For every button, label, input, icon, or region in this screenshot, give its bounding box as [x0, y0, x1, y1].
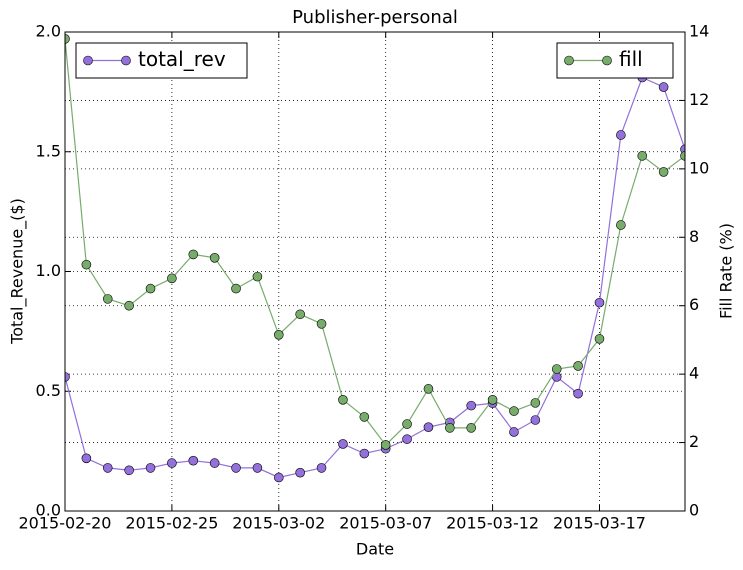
marker: [402, 419, 412, 429]
marker: [423, 384, 434, 394]
marker: [637, 151, 648, 161]
marker: [252, 463, 263, 473]
legend: total_rev: [75, 42, 248, 79]
marker: [338, 439, 348, 449]
marker: [530, 398, 541, 408]
marker: [316, 463, 327, 473]
y-tick-label: 1.0: [36, 261, 61, 280]
legend-marker: [121, 55, 131, 66]
x-axis-label: Date: [356, 540, 394, 559]
marker: [188, 455, 199, 466]
marker: [124, 465, 134, 476]
y-axis-label: Total_Revenue_($): [8, 198, 28, 345]
legend-label: fill: [619, 47, 643, 71]
marker: [509, 406, 519, 416]
marker: [594, 297, 605, 308]
marker: [530, 415, 541, 425]
y2-tick-label: 10: [689, 158, 709, 177]
x-tick-label: 2015-03-07: [339, 514, 432, 533]
marker: [616, 130, 626, 140]
marker: [81, 453, 92, 464]
marker: [316, 319, 327, 329]
marker: [380, 440, 391, 450]
marker: [145, 463, 156, 473]
y2-tick-label: 2: [689, 432, 699, 451]
marker: [658, 82, 669, 92]
marker: [338, 395, 348, 405]
marker: [680, 151, 685, 161]
marker: [295, 467, 305, 478]
marker: [188, 249, 199, 260]
y-tick-label: 2.0: [36, 22, 61, 41]
series-line: [65, 76, 685, 479]
y2-axis-label: Fill Rate (%): [717, 223, 736, 319]
legend-marker: [83, 55, 93, 66]
marker: [252, 271, 263, 282]
x-tick-label: 2015-02-20: [19, 514, 112, 533]
chart-title: Publisher-personal: [292, 7, 458, 28]
marker: [102, 294, 113, 304]
y2-tick-label: 6: [689, 295, 699, 314]
x-tick-label: 2015-03-17: [553, 514, 646, 533]
marker: [231, 463, 241, 473]
series-line: [65, 38, 685, 446]
marker: [209, 253, 220, 263]
marker: [616, 220, 626, 230]
marker: [509, 427, 519, 437]
marker: [466, 400, 477, 411]
marker: [573, 388, 583, 399]
marker: [102, 463, 113, 473]
marker: [487, 395, 498, 405]
marker: [209, 458, 220, 468]
marker: [167, 458, 177, 468]
y2-tick-label: 0: [689, 501, 699, 520]
plot-area: [65, 34, 685, 483]
y-tick-label: 0.5: [36, 381, 61, 400]
marker: [359, 448, 370, 459]
marker: [273, 472, 284, 483]
marker: [65, 372, 70, 382]
marker: [124, 300, 134, 311]
legend-marker: [602, 55, 612, 66]
marker: [359, 412, 370, 422]
y2-tick-label: 8: [689, 227, 699, 246]
marker: [231, 283, 241, 294]
marker: [423, 422, 434, 432]
legend-marker: [564, 55, 574, 66]
marker: [402, 434, 412, 444]
marker: [167, 273, 177, 284]
marker: [295, 309, 305, 320]
y-tick-label: 0.0: [36, 501, 61, 520]
x-tick-label: 2015-03-12: [446, 514, 539, 533]
x-tick-label: 2015-03-02: [232, 514, 325, 533]
y-tick-label: 1.5: [36, 141, 61, 160]
marker: [445, 423, 455, 433]
marker: [273, 329, 284, 340]
y2-tick-label: 14: [689, 22, 709, 41]
marker: [145, 283, 156, 294]
plot-frame: [64, 31, 686, 512]
marker: [573, 361, 583, 371]
marker: [658, 167, 669, 177]
marker: [594, 334, 605, 344]
marker: [81, 259, 92, 270]
marker: [466, 423, 477, 433]
legend-label: total_rev: [138, 47, 226, 71]
marker: [551, 364, 562, 374]
legend: fill: [556, 42, 674, 79]
y2-tick-label: 12: [689, 90, 709, 109]
x-tick-label: 2015-02-25: [125, 514, 218, 533]
marker: [65, 34, 70, 44]
y2-tick-label: 4: [689, 364, 699, 383]
